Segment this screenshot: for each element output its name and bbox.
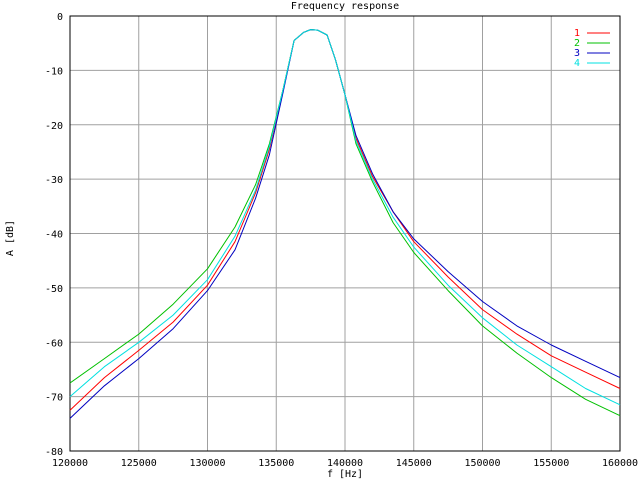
y-tick-label: 0 [57,12,63,23]
x-tick-label: 140000 [327,458,363,469]
y-tick-label: -10 [45,66,63,77]
legend-label-1: 1 [574,28,580,39]
chart-title: Frequency response [291,1,399,12]
x-tick-label: 120000 [52,458,88,469]
series-lines [69,29,621,419]
x-tick-label: 130000 [189,458,225,469]
x-tick-label: 135000 [258,458,294,469]
tick-labels: 120000 125000 130000 135000 140000 145000 1500… [45,12,638,469]
legend-label-2: 2 [574,38,580,49]
y-tick-label: -60 [45,338,63,349]
y-axis-label: A [dB] [5,220,16,256]
series-line-4 [69,29,621,406]
y-tick-label: -50 [45,284,63,295]
y-tick-label: -20 [45,121,63,132]
x-tick-label: 160000 [602,458,638,469]
x-tick-label: 150000 [464,458,500,469]
y-tick-label: -40 [45,230,63,241]
y-tick-label: -70 [45,393,63,404]
x-tick-label: 145000 [396,458,432,469]
y-tick-label: -30 [45,175,63,186]
x-axis-label: f [Hz] [327,469,363,480]
plot-frame [69,15,621,452]
legend-label-4: 4 [574,58,580,69]
grid [69,15,621,452]
x-tick-label: 155000 [533,458,569,469]
legend-label-3: 3 [574,48,580,59]
x-tick-label: 125000 [121,458,157,469]
y-tick-label: -80 [45,447,63,458]
